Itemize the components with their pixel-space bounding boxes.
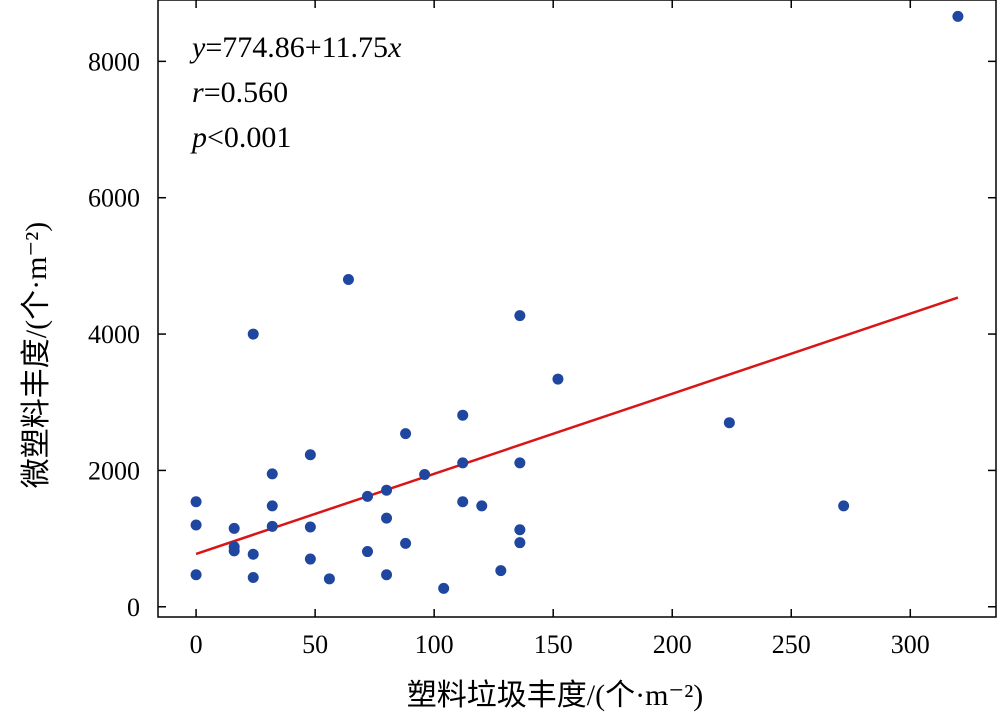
- data-point: [723, 417, 735, 429]
- x-tick-label: 100: [415, 630, 454, 659]
- data-point: [228, 522, 240, 534]
- x-tick-label: 0: [190, 630, 203, 659]
- y-tick-label: 8000: [88, 47, 140, 76]
- data-point: [514, 524, 526, 536]
- regression-line-group: [195, 296, 959, 556]
- axis-ticks: 0 50 100 150 200 250 300 0 2000 4000 6000 8000: [88, 0, 996, 659]
- data-point: [438, 582, 450, 594]
- data-point: [266, 520, 278, 532]
- x-tick-label: 250: [772, 630, 811, 659]
- data-point: [952, 10, 964, 22]
- data-point: [190, 496, 202, 508]
- equation-annotation: y=774.86+11.75x: [189, 31, 402, 64]
- p-annotation: p<0.001: [190, 121, 291, 154]
- data-point: [304, 521, 316, 533]
- data-point: [342, 274, 354, 286]
- data-point: [514, 537, 526, 549]
- regression-line: [195, 296, 959, 556]
- data-point: [247, 548, 259, 560]
- data-point: [400, 428, 412, 440]
- y-tick-label: 2000: [88, 456, 140, 485]
- data-point: [190, 519, 202, 531]
- data-point: [400, 537, 412, 549]
- plot-frame: [157, 0, 997, 618]
- data-point: [419, 469, 431, 481]
- data-point: [514, 310, 526, 322]
- data-point: [838, 500, 850, 512]
- data-point: [304, 553, 316, 565]
- data-point: [362, 546, 373, 558]
- data-point: [552, 373, 564, 385]
- y-axis-title: 微塑料丰度/(个·m⁻²): [20, 222, 53, 488]
- data-point: [381, 484, 393, 496]
- data-point: [457, 409, 469, 421]
- data-point: [228, 545, 240, 557]
- data-point: [190, 569, 202, 581]
- data-point: [457, 496, 469, 508]
- data-point: [304, 449, 316, 461]
- data-point: [266, 500, 278, 512]
- data-point: [247, 571, 259, 583]
- data-point: [495, 565, 507, 577]
- data-point: [362, 490, 373, 502]
- data-point: [476, 500, 488, 512]
- data-point: [323, 573, 335, 585]
- x-tick-label: 300: [891, 630, 930, 659]
- data-point: [247, 328, 259, 340]
- y-tick-label: 0: [127, 593, 140, 622]
- x-tick-label: 50: [302, 630, 328, 659]
- x-tick-label: 150: [534, 630, 573, 659]
- data-point: [381, 512, 393, 524]
- data-point: [514, 457, 526, 469]
- data-points: [190, 10, 964, 594]
- data-point: [266, 468, 278, 480]
- x-tick-label: 200: [653, 630, 692, 659]
- data-point: [457, 457, 469, 469]
- x-axis-title: 塑料垃圾丰度/(个·m⁻²): [407, 679, 703, 712]
- data-point: [381, 569, 393, 581]
- y-tick-label: 6000: [88, 184, 140, 213]
- r-annotation: r=0.560: [192, 76, 288, 109]
- y-tick-label: 4000: [88, 320, 140, 349]
